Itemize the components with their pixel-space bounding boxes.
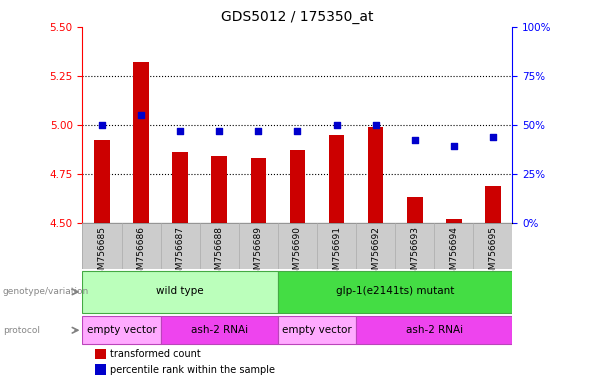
Bar bbox=[446, 219, 462, 223]
Bar bbox=[278, 271, 512, 313]
Text: GSM756694: GSM756694 bbox=[449, 227, 458, 281]
Bar bbox=[407, 197, 422, 223]
Text: GSM756689: GSM756689 bbox=[254, 227, 263, 281]
Text: percentile rank within the sample: percentile rank within the sample bbox=[110, 364, 276, 374]
Bar bbox=[290, 150, 305, 223]
Text: GSM756690: GSM756690 bbox=[293, 227, 302, 281]
Text: glp-1(e2141ts) mutant: glp-1(e2141ts) mutant bbox=[336, 286, 454, 296]
Text: GSM756685: GSM756685 bbox=[98, 227, 107, 281]
Bar bbox=[82, 223, 512, 269]
Text: protocol: protocol bbox=[3, 326, 40, 335]
Bar bbox=[94, 141, 110, 223]
Bar bbox=[95, 349, 106, 359]
Point bbox=[410, 137, 419, 144]
Point bbox=[97, 122, 107, 128]
Text: GSM756686: GSM756686 bbox=[137, 227, 145, 281]
Point bbox=[488, 134, 498, 140]
Point bbox=[449, 143, 458, 149]
Text: GSM756687: GSM756687 bbox=[176, 227, 185, 281]
Bar bbox=[356, 316, 512, 344]
Bar bbox=[368, 127, 383, 223]
Text: GSM756693: GSM756693 bbox=[410, 227, 419, 281]
Text: transformed count: transformed count bbox=[110, 349, 201, 359]
Text: empty vector: empty vector bbox=[87, 324, 157, 334]
Title: GDS5012 / 175350_at: GDS5012 / 175350_at bbox=[221, 10, 373, 25]
Text: GSM756691: GSM756691 bbox=[332, 227, 341, 281]
Point bbox=[176, 127, 185, 134]
Text: wild type: wild type bbox=[156, 286, 204, 296]
Bar bbox=[329, 135, 345, 223]
Bar bbox=[173, 152, 188, 223]
Point bbox=[137, 112, 146, 118]
Point bbox=[332, 122, 341, 128]
Bar bbox=[250, 158, 266, 223]
Bar bbox=[133, 62, 149, 223]
Text: genotype/variation: genotype/variation bbox=[3, 287, 89, 296]
Point bbox=[293, 127, 302, 134]
Text: ash-2 RNAi: ash-2 RNAi bbox=[406, 324, 463, 334]
Point bbox=[214, 127, 224, 134]
Point bbox=[371, 122, 380, 128]
Bar bbox=[485, 185, 501, 223]
Bar bbox=[82, 271, 278, 313]
Text: ash-2 RNAi: ash-2 RNAi bbox=[191, 324, 248, 334]
Text: GSM756695: GSM756695 bbox=[488, 227, 497, 281]
Bar bbox=[278, 316, 356, 344]
Text: GSM756692: GSM756692 bbox=[371, 227, 380, 281]
Bar bbox=[95, 364, 106, 375]
Text: empty vector: empty vector bbox=[282, 324, 352, 334]
Bar bbox=[211, 156, 227, 223]
Text: GSM756688: GSM756688 bbox=[215, 227, 224, 281]
Bar bbox=[161, 316, 278, 344]
Point bbox=[254, 127, 263, 134]
Bar bbox=[82, 316, 161, 344]
